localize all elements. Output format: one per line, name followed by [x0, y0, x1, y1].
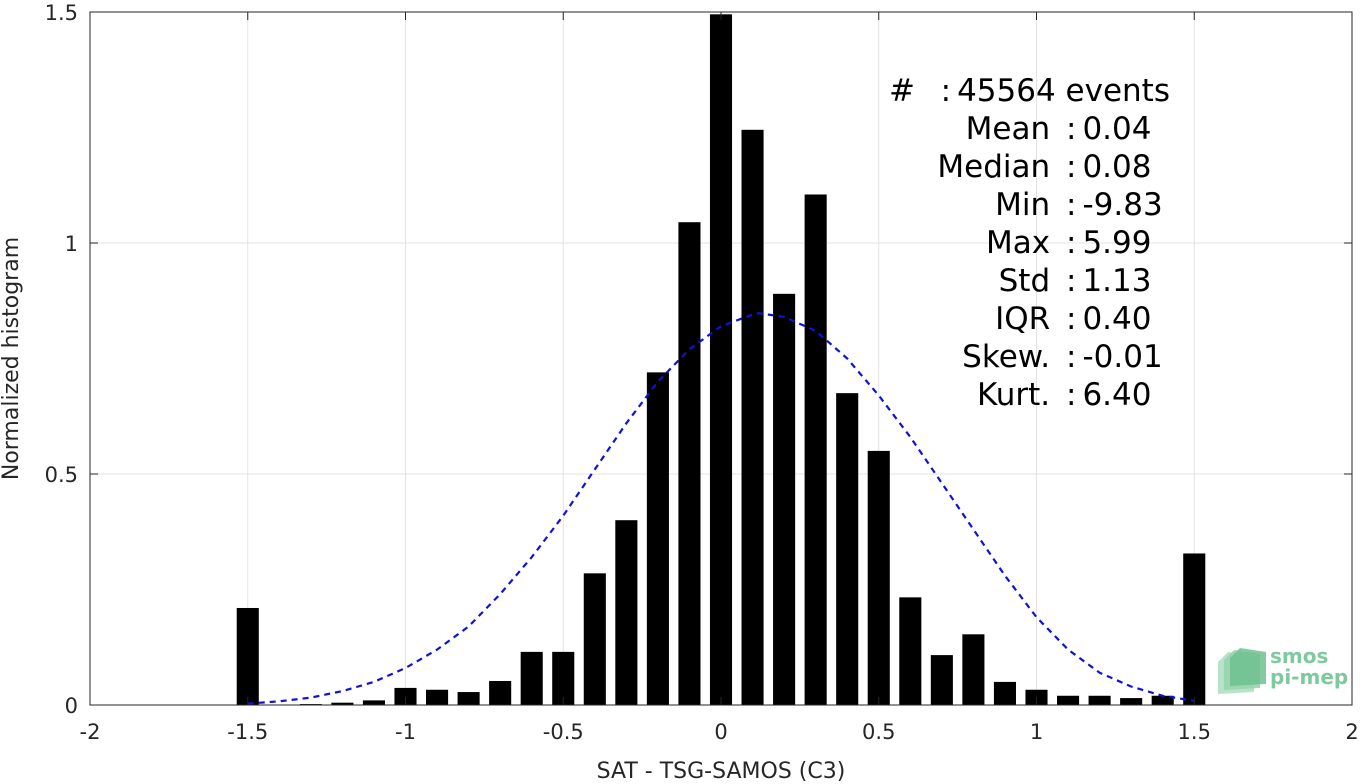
y-tick-label: 0.5: [45, 463, 78, 487]
x-tick-label: -1: [395, 720, 416, 744]
logo-text-line1: smos: [1270, 644, 1329, 668]
stat-value: 0.40: [1082, 301, 1152, 337]
stat-name: #: [888, 73, 935, 109]
stat-separator: :: [1066, 111, 1077, 147]
histogram-bar: [962, 634, 985, 705]
stat-name: Kurt.: [976, 377, 1060, 413]
histogram-bar: [646, 372, 669, 705]
histogram-bar: [520, 651, 543, 705]
stat-name: Min: [995, 187, 1060, 223]
histogram-bar: [583, 573, 606, 705]
x-tick-label: 1: [1030, 720, 1043, 744]
histogram-bar: [1183, 553, 1206, 705]
stat-row: Std :1.13: [870, 262, 1170, 300]
histogram-bar: [236, 607, 259, 705]
histogram-bar: [362, 700, 385, 705]
stat-row: Kurt. :6.40: [870, 376, 1170, 414]
histogram-bar: [489, 680, 512, 705]
stat-name: Max: [986, 225, 1060, 261]
stat-separator: :: [1066, 149, 1077, 185]
stat-separator: :: [1066, 377, 1077, 413]
stat-separator: :: [1066, 301, 1077, 337]
histogram-bars: [236, 14, 1206, 706]
histogram-bar: [930, 655, 953, 705]
histogram-bar: [1057, 695, 1080, 705]
stat-value: 1.13: [1082, 263, 1152, 299]
stat-row: Mean :0.04: [870, 110, 1170, 148]
histogram-bar: [678, 222, 701, 705]
stat-value: 45564 events: [957, 73, 1170, 109]
statistics-panel: # :45564 events Mean :0.04 Median :0.08 Min…: [870, 72, 1170, 414]
stat-name: IQR: [995, 301, 1060, 337]
histogram-bar: [331, 702, 354, 705]
histogram-bar: [899, 597, 922, 705]
stat-value: 0.04: [1082, 111, 1152, 147]
stat-row: IQR :0.40: [870, 300, 1170, 338]
histogram-bar: [1120, 698, 1143, 705]
stat-row: Min : -9.83: [870, 186, 1170, 224]
x-tick-label: 1.5: [1178, 720, 1211, 744]
normal-fit-curve: [247, 312, 1195, 705]
stat-name: Std: [998, 263, 1060, 299]
stat-name: Skew.: [962, 339, 1060, 375]
x-tick-label: -0.5: [543, 720, 584, 744]
y-tick-label: 1: [65, 232, 78, 256]
histogram-bar: [804, 194, 827, 706]
logo-icon: [1218, 648, 1266, 694]
histogram-bar: [394, 687, 417, 705]
histogram-bar: [552, 651, 575, 705]
stat-row: Max :5.99: [870, 224, 1170, 262]
stat-value: 0.08: [1082, 149, 1152, 185]
y-tick-label: 1.5: [45, 1, 78, 25]
x-tick-label: -1.5: [227, 720, 268, 744]
histogram-bar: [1088, 695, 1111, 705]
x-tick-label: 0.5: [862, 720, 895, 744]
axis-ticks: -2 -1.5 -1 -0.5 0 0.5 1 1.5 2 0 0.5 1 1.5: [45, 1, 1359, 744]
stat-name: Mean: [965, 111, 1060, 147]
histogram-bar: [773, 293, 796, 705]
histogram-bar: [867, 450, 890, 705]
x-axis-label: SAT - TSG-SAMOS (C3): [597, 759, 846, 784]
stat-separator: :: [1066, 225, 1077, 261]
stat-row: # :45564 events: [870, 72, 1170, 110]
histogram-bar: [426, 689, 449, 705]
x-tick-label: 0: [714, 720, 727, 744]
stat-name: Median: [937, 149, 1060, 185]
logo-text-line2: pi-mep: [1270, 665, 1349, 689]
stat-value: -0.01: [1082, 339, 1163, 375]
stat-row: Median :0.08: [870, 148, 1170, 186]
histogram-bar: [741, 129, 764, 705]
histogram-bar: [457, 692, 480, 705]
smos-pimep-logo: smos pi-mep: [1214, 644, 1354, 700]
stat-value: 5.99: [1082, 225, 1152, 261]
histogram-bar: [836, 393, 859, 705]
stat-separator: :: [1066, 263, 1077, 299]
histogram-bar: [709, 14, 733, 706]
stat-separator: :: [1066, 339, 1077, 375]
x-tick-label: -2: [80, 720, 101, 744]
x-tick-label: 2: [1345, 720, 1358, 744]
stat-row: Skew. : -0.01: [870, 338, 1170, 376]
histogram-bar: [1151, 695, 1174, 705]
histogram-bar: [615, 520, 638, 705]
stat-value: -9.83: [1082, 187, 1163, 223]
stat-separator: :: [1066, 187, 1077, 223]
stat-value: 6.40: [1082, 377, 1152, 413]
stat-separator: :: [940, 73, 952, 109]
y-axis-label: Normalized histogram: [0, 237, 24, 480]
y-tick-label: 0: [65, 694, 78, 718]
histogram-bar: [993, 681, 1016, 705]
